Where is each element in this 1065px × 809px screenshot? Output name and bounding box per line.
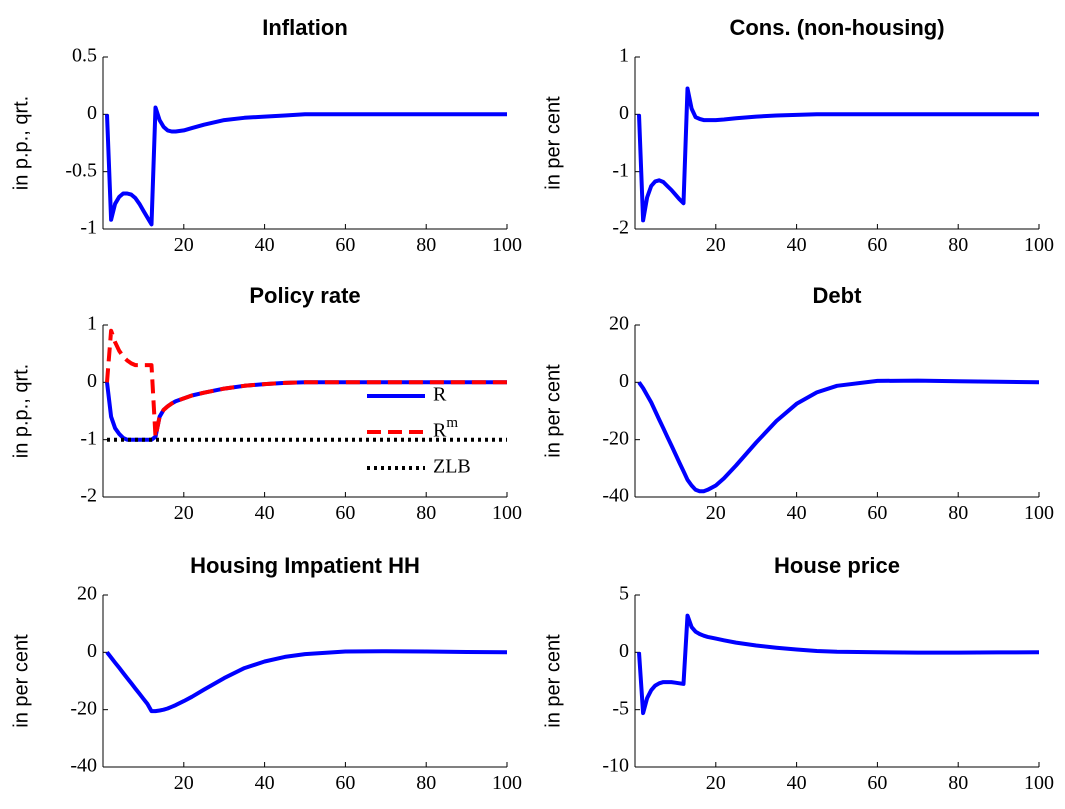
line-series	[105, 105, 507, 227]
y-axis-label: in per cent	[542, 96, 564, 190]
x-tick-label: 40	[787, 234, 807, 256]
x-tick-label: 80	[948, 234, 968, 256]
x-tick-label: 20	[706, 502, 726, 524]
x-tick-label: 20	[706, 234, 726, 256]
y-axis-label: in p.p., qrt.	[10, 96, 32, 191]
x-tick-label: 60	[335, 772, 355, 794]
panel-title: Debt	[813, 283, 863, 308]
y-tick-label: -1	[80, 427, 97, 449]
panel-title: Cons. (non-housing)	[729, 15, 944, 40]
y-tick-label: 20	[609, 313, 629, 335]
panel-title: Policy rate	[249, 283, 360, 308]
y-tick-label: 0	[87, 102, 97, 124]
x-tick-label: 20	[174, 502, 194, 524]
x-tick-label: 80	[416, 234, 436, 256]
x-tick-label: 40	[255, 772, 275, 794]
line-series	[637, 86, 1039, 223]
y-tick-label: -2	[612, 217, 629, 239]
y-tick-label: 5	[619, 583, 629, 605]
panel-title: Inflation	[262, 15, 348, 40]
line-series	[637, 378, 1040, 494]
x-tick-label: 60	[867, 502, 887, 524]
panel-title: House price	[774, 553, 900, 578]
line-series	[637, 613, 1040, 716]
y-tick-label: 0	[87, 370, 97, 392]
y-tick-label: 0	[619, 640, 629, 662]
legend-label: ZLB	[433, 456, 471, 478]
y-axis-label: in per cent	[542, 634, 564, 728]
y-tick-label: 1	[619, 45, 629, 67]
x-tick-label: 40	[255, 502, 275, 524]
x-tick-label: 80	[416, 502, 436, 524]
x-tick-label: 80	[948, 502, 968, 524]
legend-label: R	[433, 384, 447, 406]
x-tick-label: 60	[867, 772, 887, 794]
y-axis-label: in per cent	[542, 364, 564, 458]
x-tick-label: 60	[867, 234, 887, 256]
y-tick-label: 0.5	[72, 45, 97, 67]
x-tick-label: 20	[174, 772, 194, 794]
line-series	[105, 649, 508, 714]
x-tick-label: 20	[174, 234, 194, 256]
y-tick-label: -40	[70, 755, 97, 777]
y-tick-label: -2	[80, 485, 97, 507]
y-tick-label: -10	[602, 755, 629, 777]
x-tick-label: 100	[1024, 772, 1054, 794]
y-tick-label: -40	[602, 485, 629, 507]
y-tick-label: -20	[602, 427, 629, 449]
y-tick-label: 20	[77, 583, 97, 605]
y-tick-label: 0	[619, 102, 629, 124]
y-tick-label: 0	[619, 370, 629, 392]
x-tick-label: 20	[706, 772, 726, 794]
y-tick-label: -0.5	[65, 159, 97, 181]
x-tick-label: 100	[492, 234, 522, 256]
panel-title: Housing Impatient HH	[190, 553, 420, 578]
x-tick-label: 40	[787, 502, 807, 524]
x-tick-label: 80	[416, 772, 436, 794]
legend-superscript: m	[446, 415, 458, 431]
x-tick-label: 100	[492, 772, 522, 794]
y-tick-label: -1	[80, 217, 97, 239]
x-tick-label: 100	[492, 502, 522, 524]
line-series	[105, 328, 507, 439]
y-tick-label: 1	[87, 313, 97, 335]
x-tick-label: 40	[255, 234, 275, 256]
x-tick-label: 40	[787, 772, 807, 794]
y-axis-label: in p.p., qrt.	[10, 364, 32, 459]
legend-label: Rm	[433, 415, 458, 441]
x-tick-label: 60	[335, 234, 355, 256]
x-tick-label: 100	[1024, 234, 1054, 256]
x-tick-label: 100	[1024, 502, 1054, 524]
y-tick-label: -20	[70, 697, 97, 719]
y-tick-label: -5	[612, 697, 629, 719]
y-tick-label: -1	[612, 159, 629, 181]
x-tick-label: 60	[335, 502, 355, 524]
y-axis-label: in per cent	[10, 634, 32, 728]
y-tick-label: 0	[87, 640, 97, 662]
x-tick-label: 80	[948, 772, 968, 794]
